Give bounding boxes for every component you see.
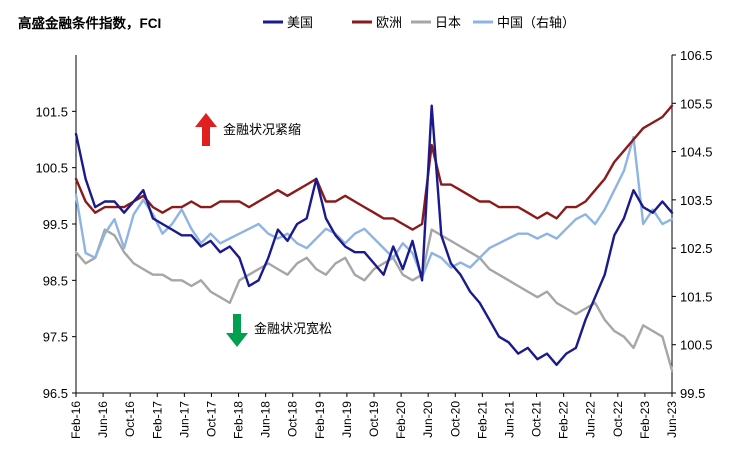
x-tick-label: Feb-22 <box>557 401 571 439</box>
tightening-label: 金融状况紧缩 <box>223 122 301 137</box>
x-tick-label: Jun-16 <box>96 401 110 438</box>
y-left-tick-label: 99.5 <box>43 217 68 232</box>
y-left-tick-label: 100.5 <box>35 161 68 176</box>
x-tick-label: Feb-17 <box>150 401 164 439</box>
y-right-tick-label: 101.5 <box>680 289 713 304</box>
series-line-1 <box>74 104 674 366</box>
series-line-2 <box>74 104 674 231</box>
y-right-tick-label: 99.5 <box>680 386 705 401</box>
x-tick-label: Oct-18 <box>286 401 300 437</box>
x-tick-label: Feb-16 <box>69 401 83 439</box>
x-tick-label: Jun-18 <box>259 401 273 438</box>
tightening-arrow-up-icon <box>195 113 217 146</box>
y-right-tick-label: 103.5 <box>680 193 713 208</box>
x-tick-label: Feb-20 <box>394 401 408 439</box>
x-tick-label: Feb-23 <box>638 401 652 439</box>
easing-arrow-down-icon <box>226 314 248 347</box>
x-tick-label: Oct-20 <box>448 401 462 437</box>
series-layer <box>74 104 674 372</box>
x-tick-label: Oct-16 <box>123 401 137 437</box>
x-tick-label: Feb-18 <box>232 401 246 439</box>
x-tick-label: Jun-17 <box>177 401 191 438</box>
legend-label: 欧洲 <box>376 15 402 30</box>
y-right-tick-label: 100.5 <box>680 338 713 353</box>
chart-title: 高盛金融条件指数，FCI <box>18 15 161 31</box>
legend: 美国 欧洲 日本 中国（右轴） <box>263 15 575 30</box>
x-tick-label: Feb-19 <box>313 401 327 439</box>
x-tick-label: Jun-21 <box>502 401 516 438</box>
x-tick-label: Jun-23 <box>665 401 679 438</box>
legend-label: 美国 <box>287 15 313 30</box>
x-tick-label: Jun-19 <box>340 401 354 438</box>
y-right-tick-label: 104.5 <box>680 145 713 160</box>
x-tick-label: Oct-21 <box>530 401 544 437</box>
x-tick-label: Jun-20 <box>421 401 435 438</box>
y-right-tick-label: 102.5 <box>680 241 713 256</box>
x-tick-label: Oct-17 <box>204 401 218 437</box>
easing-label: 金融状况宽松 <box>254 321 332 336</box>
y-left-tick-label: 101.5 <box>35 104 68 119</box>
series-line-4 <box>74 135 674 279</box>
x-tick-label: Oct-19 <box>367 401 381 437</box>
y-right-tick-label: 105.5 <box>680 96 713 111</box>
x-tick-label: Feb-21 <box>475 401 489 439</box>
series-line-3 <box>74 228 674 372</box>
x-tick-label: Oct-22 <box>611 401 625 437</box>
legend-label: 中国（右轴） <box>497 15 575 30</box>
axes: 96.5 97.5 98.5 99.5 100.5 101.5 99.5 100.5 101.5… <box>35 48 712 439</box>
legend-label: 日本 <box>435 15 461 30</box>
y-left-tick-label: 96.5 <box>43 386 68 401</box>
y-right-tick-label: 106.5 <box>680 48 713 63</box>
y-left-tick-label: 98.5 <box>43 273 68 288</box>
y-left-tick-label: 97.5 <box>43 330 68 345</box>
x-tick-label: Jun-22 <box>584 401 598 438</box>
